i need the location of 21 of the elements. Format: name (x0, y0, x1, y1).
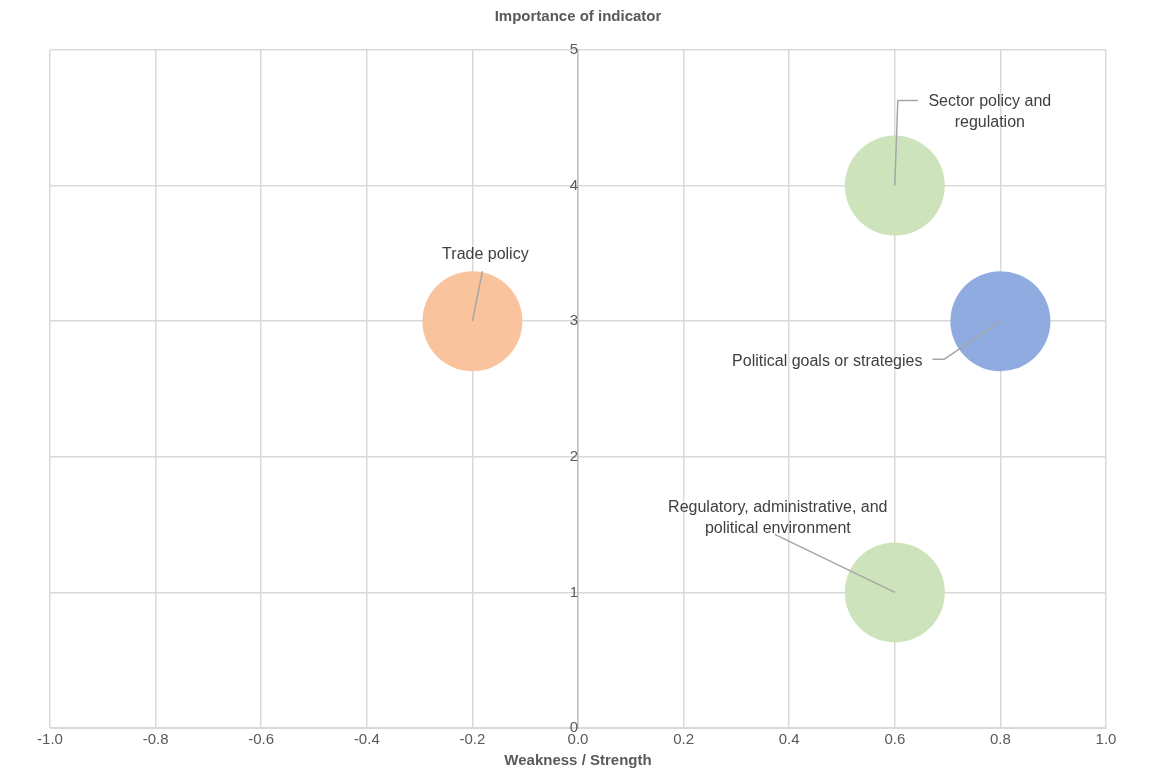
x-tick-label: 1.0 (1095, 730, 1117, 748)
x-tick-label: -0.2 (459, 730, 486, 748)
y-tick-label: 4 (569, 175, 578, 193)
text: Political goals or strategies (732, 351, 923, 369)
series-label: Sector policy and regulation (928, 91, 1052, 130)
x-tick-label: -1.0 (37, 730, 63, 748)
y-tick-label: 5 (569, 40, 578, 58)
x-tick-label: 0.8 (989, 730, 1011, 748)
series-label: Regulatory, administrative, and political environment (668, 498, 888, 537)
x-tick-label: -0.4 (353, 730, 380, 748)
x-tick-label: 0.6 (884, 730, 906, 748)
x-tick-label: -0.8 (142, 730, 169, 748)
y-tick-label: 3 (569, 311, 578, 329)
x-tick-label: 0.4 (778, 730, 800, 748)
y-tick-label: 1 (569, 582, 578, 600)
series-label: Trade policy (442, 244, 529, 262)
y-axis-title: Importance of indicator (494, 7, 662, 25)
y-tick-label: 2 (569, 446, 578, 464)
x-tick-label: 0.2 (673, 730, 695, 748)
x-tick-label: -0.6 (248, 730, 275, 748)
x-axis-title: Weakness / Strength (504, 751, 652, 769)
